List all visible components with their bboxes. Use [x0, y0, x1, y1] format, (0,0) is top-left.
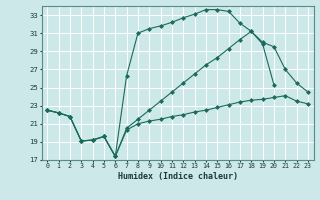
- X-axis label: Humidex (Indice chaleur): Humidex (Indice chaleur): [118, 172, 237, 181]
